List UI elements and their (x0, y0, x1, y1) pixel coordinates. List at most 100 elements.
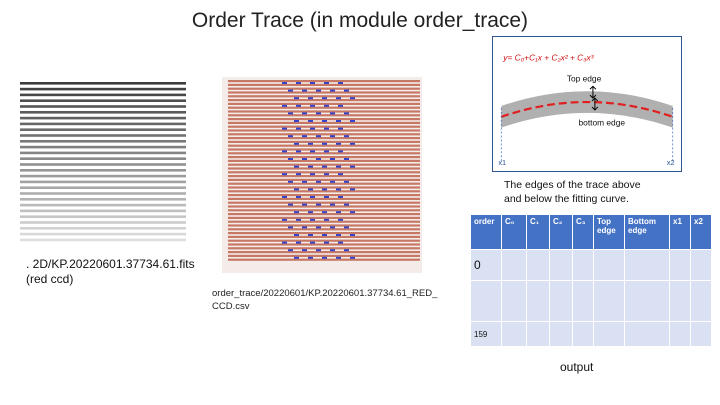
plot-fit-marker (336, 188, 341, 191)
plot-fit-marker (344, 135, 349, 138)
fits-order-band (20, 111, 186, 114)
plot-fit-marker (288, 249, 293, 252)
edges-note-line1: The edges of the trace above (504, 179, 641, 191)
plot-trace-line (228, 175, 420, 178)
plot-fit-marker (302, 135, 307, 138)
plot-fit-marker (336, 211, 341, 214)
plot-fit-marker (282, 104, 287, 107)
header-c1: C₁ (526, 214, 550, 250)
plot-fit-marker (350, 165, 355, 168)
plot-trace-line (228, 190, 420, 193)
x2-label: x2 (667, 158, 675, 167)
output-label: output (560, 360, 594, 374)
fits-ccd-label: (red ccd) (26, 272, 74, 286)
plot-trace-line (228, 251, 420, 254)
plot-fit-marker (350, 211, 355, 214)
plot-trace-line (228, 87, 420, 90)
fits-order-band (20, 215, 186, 218)
plot-fit-marker (310, 196, 315, 198)
plot-fit-marker (316, 112, 321, 115)
plot-fit-marker (310, 82, 315, 84)
fits-order-band (20, 227, 186, 230)
plot-fit-marker (296, 150, 301, 153)
plot-trace-line (228, 228, 420, 231)
plot-trace-line (228, 148, 420, 151)
plot-trace-line (228, 110, 420, 113)
plot-fit-marker (324, 82, 329, 84)
plot-fit-marker (288, 89, 293, 92)
header-bottom-edge: Bottom edge (624, 214, 670, 250)
order-trace-plot (222, 77, 422, 273)
csv-filename-line2: CCD.csv (212, 301, 250, 312)
plot-fit-marker (282, 127, 287, 130)
plot-trace-line (228, 194, 420, 197)
plot-trace-line (228, 163, 420, 166)
plot-fit-marker (282, 150, 287, 153)
plot-fit-marker (296, 196, 301, 198)
plot-trace-line (228, 80, 420, 83)
cell-last-order: 159 (470, 321, 502, 347)
plot-fit-marker (296, 104, 301, 107)
plot-fit-marker (336, 142, 341, 145)
plot-fit-marker (296, 241, 301, 244)
plot-fit-marker (338, 82, 343, 84)
plot-fit-marker (350, 188, 355, 191)
fits-order-band (20, 186, 186, 189)
plot-fit-marker (310, 173, 315, 176)
plot-fit-marker (336, 234, 341, 236)
fits-order-band (20, 238, 186, 242)
plot-fit-marker (322, 97, 327, 100)
plot-fit-marker (294, 142, 299, 145)
plot-fit-marker (282, 82, 287, 84)
fits-order-band (20, 105, 186, 108)
fits-order-band (20, 140, 186, 143)
plot-fit-marker (322, 234, 327, 236)
fits-order-band (20, 209, 186, 213)
fits-order-band (20, 99, 186, 102)
plot-trace-line (228, 156, 420, 159)
plot-fit-marker (322, 120, 327, 122)
plot-trace-line (228, 99, 420, 102)
plot-trace-line (228, 95, 420, 98)
fits-order-band (20, 174, 186, 178)
table-row (470, 280, 712, 322)
table-row: 0 (470, 249, 712, 281)
plot-fit-marker (316, 158, 321, 160)
plot-trace-line (228, 125, 420, 128)
fits-order-band (20, 157, 186, 160)
fits-order-band (20, 82, 186, 85)
plot-fit-marker (330, 112, 335, 115)
plot-fit-marker (308, 142, 313, 145)
plot-fit-marker (294, 256, 299, 259)
plot-trace-line (228, 254, 420, 257)
plot-fit-marker (308, 188, 313, 191)
fits-order-band (20, 116, 186, 120)
bottom-edge-label: bottom edge (579, 118, 626, 128)
plot-fit-marker (282, 218, 287, 221)
plot-fit-marker (294, 97, 299, 100)
plot-fit-marker (330, 203, 335, 206)
plot-fit-marker (310, 127, 315, 130)
header-x2: x2 (690, 214, 712, 250)
plot-fit-marker (350, 256, 355, 259)
fits-order-band (20, 145, 186, 149)
plot-fit-marker (324, 173, 329, 176)
plot-fit-marker (344, 89, 349, 92)
plot-fit-marker (288, 226, 293, 229)
plot-trace-line (228, 129, 420, 132)
fits-order-band (20, 87, 186, 91)
plot-fit-marker (316, 135, 321, 138)
cell-first-order: 0 (470, 249, 502, 281)
plot-trace-line (228, 186, 420, 189)
header-x1: x1 (669, 214, 691, 250)
plot-fit-marker (344, 158, 349, 160)
header-c0: C₀ (501, 214, 527, 250)
plot-fit-marker (294, 211, 299, 214)
plot-fit-marker (324, 104, 329, 107)
plot-trace-line (228, 118, 420, 121)
fits-order-band (20, 203, 186, 207)
plot-fit-marker (308, 165, 313, 168)
header-order: order (470, 214, 502, 250)
plot-trace-line (228, 235, 420, 238)
plot-fit-marker (296, 218, 301, 221)
